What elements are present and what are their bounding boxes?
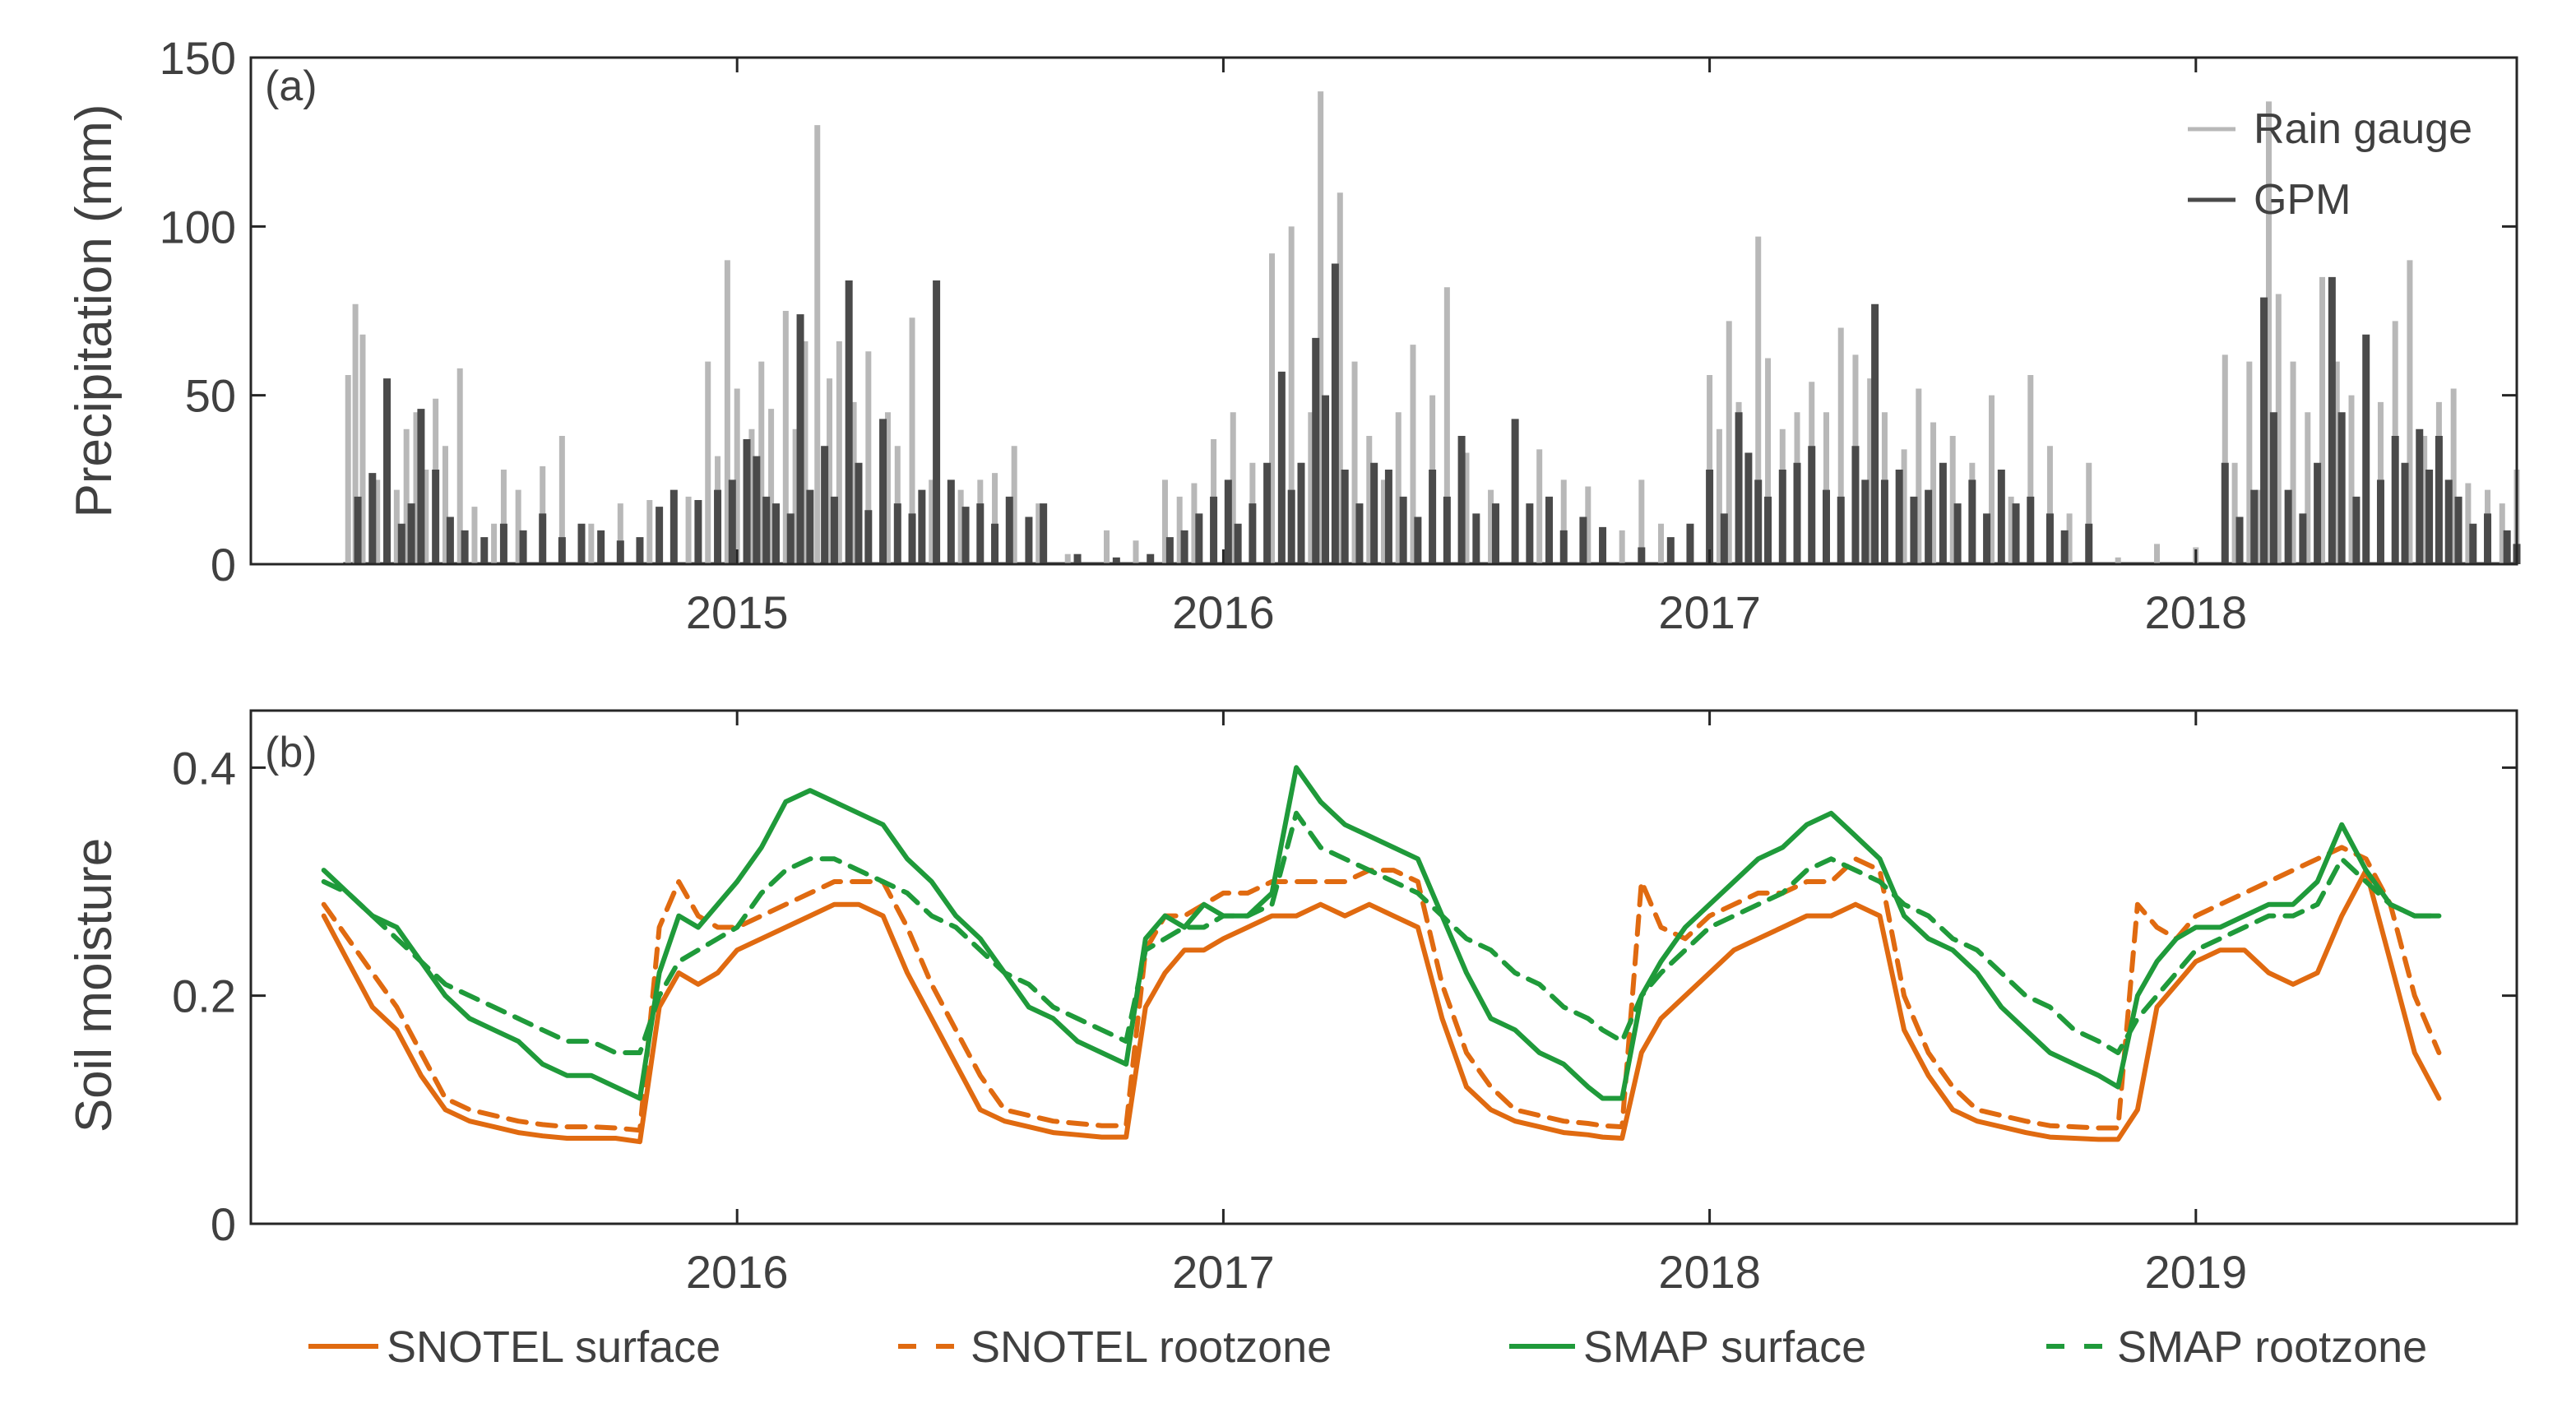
smap-rootzone-line [321, 810, 2442, 1055]
y-tick-label: 150 [160, 32, 236, 84]
x-tick-label: 2018 [1658, 1246, 1761, 1298]
x-tick-label: 2018 [2145, 586, 2248, 638]
panel-a-axes-frame [249, 56, 2518, 566]
panel-a-legend: Rain gauge GPM [2188, 105, 2472, 224]
y-tick-label: 0.2 [172, 970, 236, 1022]
legend-gpm-label: GPM [2254, 176, 2351, 224]
panel-a-precipitation: 0 50 100 150 2015 2016 2017 2018 (a) Precipita… [66, 32, 2521, 638]
panel-b-x-ticks: 2016 2017 2018 2019 [686, 711, 2247, 1298]
y-tick-label: 0.4 [172, 742, 236, 794]
panel-a-label: (a) [265, 63, 317, 110]
y-tick-label: 100 [160, 201, 236, 252]
x-tick-label: 2016 [686, 1246, 789, 1298]
panel-b-soil-moisture: 0 0.2 0.4 2016 2017 2018 2019 (b) Soil moistu… [66, 709, 2518, 1298]
panel-a-x-ticks: 2015 2016 2017 2018 [686, 58, 2247, 638]
panel-b-legend: SNOTEL surface SNOTEL rootzone SMAP surf… [308, 1322, 2427, 1372]
y-tick-label: 0 [211, 1198, 236, 1250]
x-tick-label: 2017 [1172, 1246, 1275, 1298]
panel-b-lines [321, 765, 2442, 1145]
panel-a-bars [343, 91, 2521, 565]
panel-b-axes-frame [249, 709, 2518, 1225]
snotel-surface-line [321, 868, 2442, 1145]
legend-smap-rootzone-label: SMAP rootzone [2117, 1322, 2427, 1372]
y-tick-label: 50 [185, 370, 236, 422]
panel-b-y-ticks: 0 0.2 0.4 [172, 742, 2517, 1250]
smap-surface-line [321, 765, 2442, 1101]
legend-smap-surface-label: SMAP surface [1583, 1322, 1866, 1372]
panel-a-y-ticks: 0 50 100 150 [160, 32, 2517, 591]
panel-b-label: (b) [265, 729, 317, 776]
legend-snotel-surface-label: SNOTEL surface [387, 1322, 720, 1372]
x-tick-label: 2017 [1658, 586, 1761, 638]
legend-rain-gauge-label: Rain gauge [2254, 105, 2472, 153]
panel-b-y-axis-title: Soil moisture [66, 838, 123, 1132]
legend-snotel-rootzone-label: SNOTEL rootzone [971, 1322, 1332, 1372]
snotel-rootzone-line [321, 845, 2442, 1133]
panel-a-y-axis-title: Precipitation (mm) [66, 104, 123, 518]
y-tick-label: 0 [211, 539, 236, 591]
x-tick-label: 2016 [1172, 586, 1275, 638]
x-tick-label: 2019 [2145, 1246, 2248, 1298]
x-tick-label: 2015 [686, 586, 789, 638]
